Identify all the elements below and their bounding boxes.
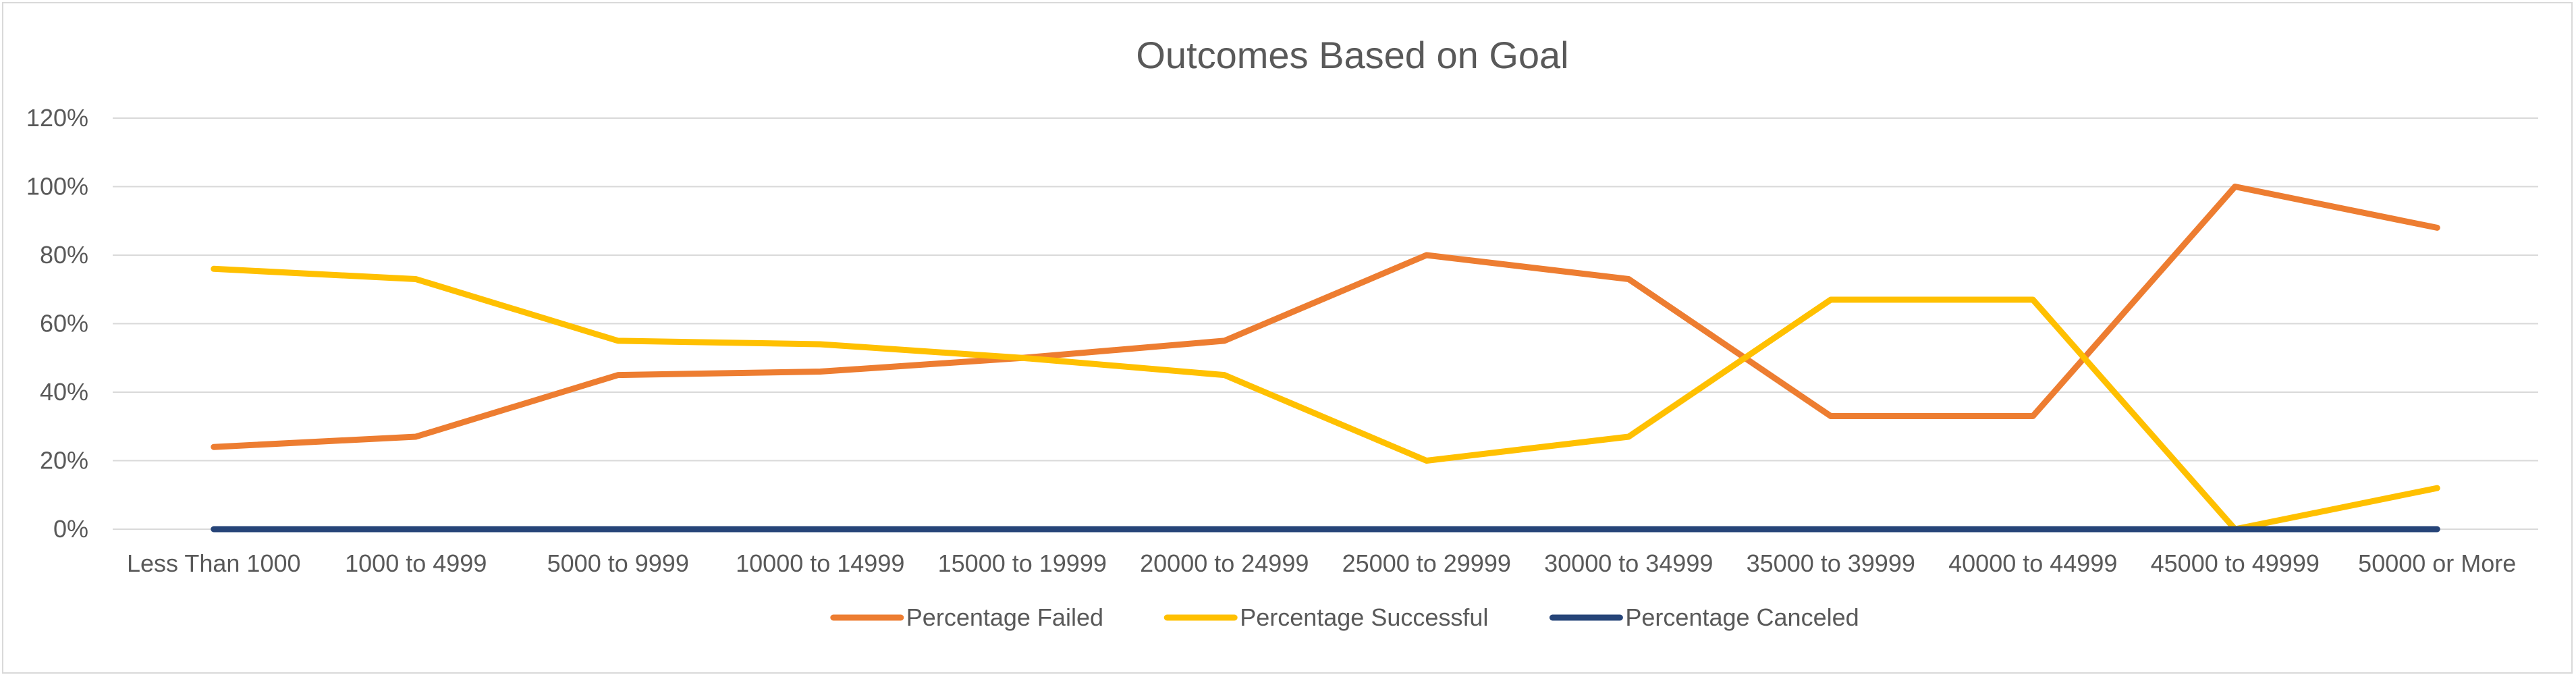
series-lines <box>211 184 2440 533</box>
x-tick-label: 5000 to 9999 <box>547 549 689 577</box>
y-tick-label: 60% <box>40 310 88 337</box>
x-tick-label: 10000 to 14999 <box>736 549 904 577</box>
x-axis-tick-labels: Less Than 1000 1000 to 4999 5000 to 9999 10… <box>127 549 2516 577</box>
chart-title: Outcomes Based on Goal <box>1136 34 1568 76</box>
y-tick-label: 20% <box>40 447 88 475</box>
series-line-percentage-successful <box>211 265 2440 533</box>
x-tick-label: 15000 to 19999 <box>938 549 1107 577</box>
series-percentage-failed <box>211 184 2440 450</box>
gridlines <box>113 117 2538 530</box>
x-tick-label: 20000 to 24999 <box>1140 549 1309 577</box>
legend-label: Percentage Canceled <box>1625 603 1859 631</box>
y-tick-label: 120% <box>26 104 88 132</box>
legend: Percentage Failed Percentage Successful Pe… <box>830 603 1859 631</box>
y-axis-tick-labels: 0% 20% 40% 60% 80% 100% 120% <box>26 104 88 543</box>
x-tick-label: 25000 to 29999 <box>1342 549 1511 577</box>
y-tick-label: 80% <box>40 241 88 269</box>
legend-label: Percentage Successful <box>1240 603 1488 631</box>
y-tick-label: 0% <box>53 515 88 543</box>
x-tick-label: 40000 to 44999 <box>1948 549 2117 577</box>
series-line-percentage-failed <box>211 184 2440 450</box>
y-tick-label: 100% <box>26 173 88 200</box>
legend-item: Percentage Successful <box>1163 603 1488 631</box>
x-tick-label: 1000 to 4999 <box>345 549 487 577</box>
legend-item: Percentage Failed <box>830 603 1103 631</box>
x-tick-label: 45000 to 49999 <box>2151 549 2320 577</box>
x-tick-label: 30000 to 34999 <box>1544 549 1713 577</box>
legend-item: Percentage Canceled <box>1549 603 1859 631</box>
x-tick-label: Less Than 1000 <box>127 549 301 577</box>
legend-label: Percentage Failed <box>906 603 1103 631</box>
x-tick-label: 35000 to 39999 <box>1747 549 1915 577</box>
y-tick-label: 40% <box>40 378 88 406</box>
line-chart: Outcomes Based on Goal 0% 20% 40% 60% 80% 100… <box>26 34 2538 631</box>
x-tick-label: 50000 or More <box>2358 549 2516 577</box>
